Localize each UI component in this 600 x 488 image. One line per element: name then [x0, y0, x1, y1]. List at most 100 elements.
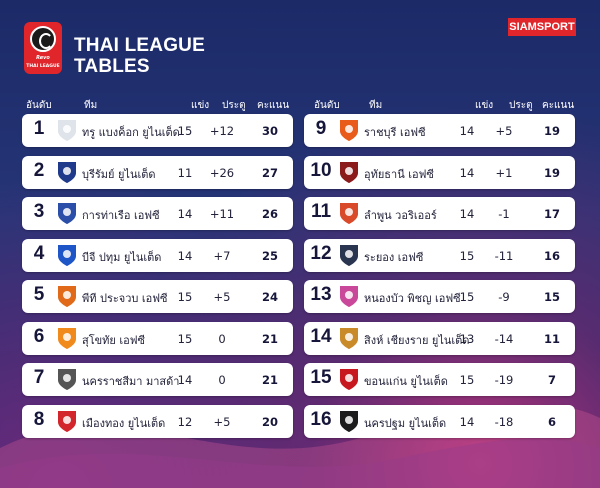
team-name: สิงห์ เชียงราย ยูไนเต็ด — [364, 333, 470, 347]
rank-number: 5 — [33, 284, 45, 305]
matches-played: 15 — [459, 290, 475, 304]
team-name: เมืองทอง ยูไนเต็ด — [82, 416, 166, 430]
goal-difference: -9 — [498, 290, 510, 304]
rank-number: 15 — [310, 367, 332, 388]
matches-played: 15 — [177, 124, 193, 138]
port-fc-crest-icon — [58, 203, 76, 224]
header-rank-left: อันดับ — [26, 100, 52, 111]
points: 24 — [261, 290, 278, 304]
rank-number: 12 — [310, 242, 332, 264]
thai-league-ball-icon — [30, 26, 56, 52]
rank-number: 16 — [310, 408, 332, 430]
title-line-2: TABLES — [74, 56, 150, 77]
matches-played: 14 — [177, 207, 193, 221]
table-row: 12 ระยอง เอฟซี 15 -11 16 — [304, 238, 575, 272]
team-name: ราชบุรี เอฟซี — [364, 126, 426, 139]
goal-difference: +5 — [213, 414, 231, 429]
team-name: ลำพูน วอริเออร์ — [364, 209, 437, 222]
rank-number: 8 — [33, 408, 45, 430]
points: 17 — [543, 207, 560, 221]
team-name: การท่าเรือ เอฟซี — [82, 209, 160, 222]
header-played-left: แข่ง — [191, 100, 210, 111]
nongbua-pitchaya-fc-crest-icon — [340, 286, 358, 307]
sukhothai-fc-crest-icon — [58, 327, 76, 349]
matches-played: 14 — [459, 414, 475, 429]
team-name: ทรู แบงค็อก ยูไนเต็ด — [82, 126, 180, 139]
matches-played: 12 — [177, 414, 193, 429]
rank-number: 3 — [33, 201, 45, 222]
header-pts-left: คะแนน — [257, 100, 290, 111]
matches-played: 14 — [459, 124, 475, 138]
goal-difference: +5 — [213, 290, 231, 304]
header-gd-right: ประตู — [509, 100, 533, 111]
matches-played: 14 — [459, 207, 475, 221]
rank-number: 7 — [33, 367, 45, 388]
rank-number: 2 — [33, 159, 45, 181]
table-row: 10 อุทัยธานี เอฟซี 14 +1 19 — [304, 155, 575, 189]
team-name: หนองบัว พิชญ เอฟซี — [364, 292, 461, 305]
goal-difference: -19 — [494, 373, 514, 387]
points: 16 — [543, 248, 560, 263]
header-pts-right: คะแนน — [542, 100, 575, 111]
team-name: ขอนแก่น ยูไนเต็ด — [364, 375, 448, 388]
team-name: ระยอง เอฟซี — [364, 250, 424, 264]
goal-difference: -14 — [494, 331, 514, 346]
page-title: THAI LEAGUE TABLES — [74, 35, 205, 77]
points: 7 — [547, 373, 556, 387]
table-row: 2 บุรีรัมย์ ยูไนเต็ด 11 +26 27 — [22, 155, 293, 189]
bg-pathum-united-crest-icon — [58, 244, 76, 266]
matches-played: 15 — [177, 290, 193, 304]
table-row: 16 นครปฐม ยูไนเต็ด 14 -18 6 — [304, 404, 575, 438]
table-row: 5 พีที ประจวบ เอฟซี 15 +5 24 — [22, 280, 293, 313]
goal-difference: +26 — [209, 165, 235, 180]
logo-name-text: THAI LEAGUE — [26, 64, 60, 69]
table-row: 8 เมืองทอง ยูไนเต็ด 12 +5 20 — [22, 404, 293, 438]
team-name: บีจี ปทุม ยูไนเต็ด — [82, 250, 162, 264]
goal-difference: +11 — [209, 207, 235, 221]
table-row: 1 ทรู แบงค็อก ยูไนเต็ด 15 +12 30 — [22, 114, 293, 147]
points: 21 — [261, 373, 278, 387]
team-name: พีที ประจวบ เอฟซี — [82, 292, 168, 305]
points: 6 — [547, 414, 556, 429]
points: 27 — [261, 165, 278, 180]
team-name: นครปฐม ยูไนเต็ด — [364, 416, 447, 430]
title-line-1: THAI LEAGUE — [74, 35, 205, 56]
rayong-fc-crest-icon — [340, 244, 358, 266]
matches-played: 15 — [177, 331, 193, 346]
uthai-thani-fc-crest-icon — [340, 161, 358, 183]
table-row: 3 การท่าเรือ เอฟซี 14 +11 26 — [22, 197, 293, 230]
points: 19 — [543, 165, 560, 180]
nakhon-ratchasima-mazda-crest-icon — [58, 369, 76, 390]
rank-number: 1 — [33, 118, 45, 139]
rank-number: 14 — [310, 325, 332, 347]
rank-number: 9 — [315, 118, 327, 139]
rank-number: 11 — [310, 201, 332, 222]
muangthong-united-crest-icon — [58, 410, 76, 432]
team-name: นครราชสีมา มาสด้า — [82, 375, 180, 388]
points: 26 — [261, 207, 278, 221]
khon-kaen-united-crest-icon — [340, 369, 358, 390]
points: 21 — [261, 331, 278, 346]
header-team-left: ทีม — [84, 100, 98, 111]
points: 19 — [543, 124, 560, 138]
pt-prachuap-fc-crest-icon — [58, 286, 76, 307]
points: 25 — [261, 248, 278, 263]
header-gd-left: ประตู — [222, 100, 246, 111]
points: 20 — [261, 414, 278, 429]
rank-number: 10 — [310, 159, 332, 181]
matches-played: 14 — [459, 165, 475, 180]
true-bangkok-united-crest-icon — [58, 120, 76, 141]
matches-played: 15 — [459, 373, 475, 387]
goal-difference: 0 — [218, 331, 226, 346]
goal-difference: +7 — [213, 248, 231, 263]
goal-difference: +12 — [209, 124, 235, 138]
goal-difference: 0 — [218, 373, 226, 387]
points: 15 — [543, 290, 560, 304]
siamsport-brand-badge: SIAMSPORT — [508, 18, 576, 36]
matches-played: 11 — [177, 165, 193, 180]
team-name: อุทัยธานี เอฟซี — [364, 167, 434, 181]
table-row: 13 หนองบัว พิชญ เอฟซี 15 -9 15 — [304, 280, 575, 313]
matches-played: 14 — [177, 373, 193, 387]
team-name: บุรีรัมย์ ยูไนเต็ด — [82, 167, 156, 181]
